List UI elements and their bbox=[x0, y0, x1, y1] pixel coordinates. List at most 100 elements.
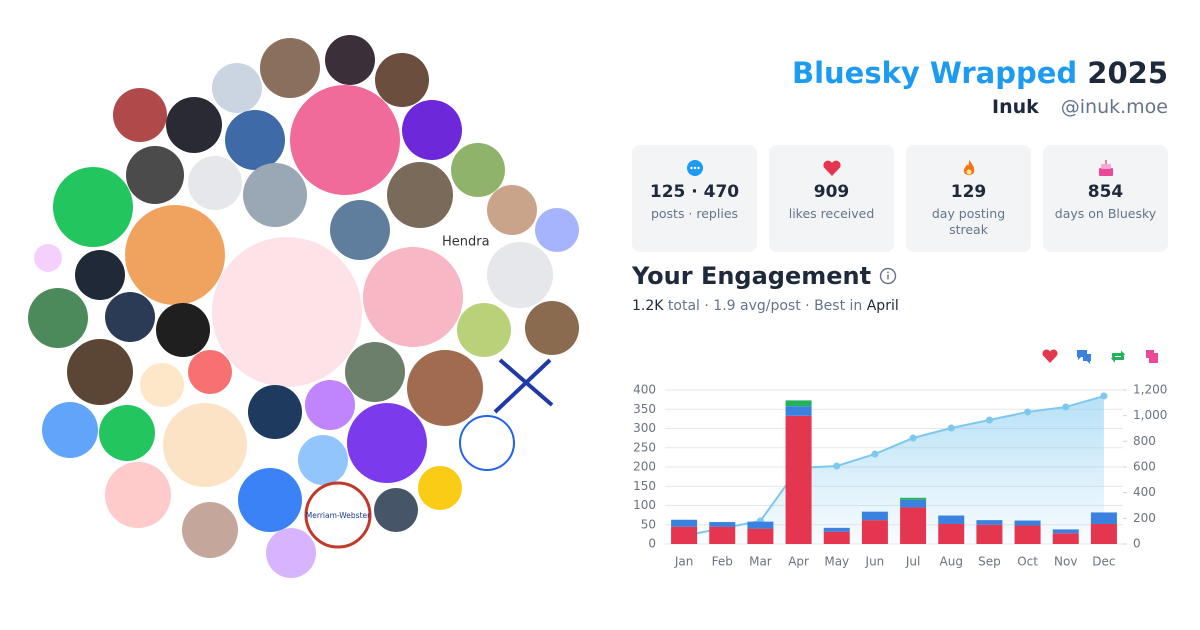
x-tick-label: Mar bbox=[749, 555, 772, 569]
avatar bbox=[188, 156, 242, 210]
avatar-label: Merriam-Webster bbox=[306, 511, 371, 520]
x-tick-label: Dec bbox=[1092, 555, 1115, 569]
bar-segment bbox=[900, 497, 927, 500]
stat-card: 125 · 470 posts · replies bbox=[632, 145, 757, 252]
y-tick-label: 100 bbox=[633, 498, 656, 512]
avatar bbox=[407, 350, 483, 426]
engagement-chart: 0 50 100 150 200 250 300 350 400 0 200 400 600 800 1,0… bbox=[633, 349, 1167, 569]
avatar bbox=[345, 342, 405, 402]
avatar bbox=[375, 53, 429, 107]
stat-value: 854 bbox=[1087, 182, 1124, 202]
legend-icon[interactable] bbox=[1042, 349, 1058, 363]
bar-segment bbox=[861, 511, 888, 521]
avatar bbox=[402, 100, 462, 160]
avatar bbox=[535, 208, 579, 252]
y2-tick-label: 400 bbox=[1133, 485, 1156, 499]
avatar bbox=[225, 110, 285, 170]
avatar bbox=[156, 303, 210, 357]
avatar bbox=[304, 481, 372, 549]
separator: · bbox=[805, 298, 810, 314]
avatar bbox=[363, 247, 463, 347]
section-title-text: Your Engagement bbox=[632, 262, 872, 290]
user: Inuk @inuk.moe bbox=[992, 96, 1168, 118]
avg-label: avg/post bbox=[740, 298, 801, 314]
best-month: April bbox=[866, 298, 899, 314]
point bbox=[909, 434, 917, 442]
avatar bbox=[298, 435, 348, 485]
y2-tick-label: 600 bbox=[1133, 460, 1156, 474]
icon bbox=[906, 159, 1031, 177]
x-tick-label: Jun bbox=[865, 555, 885, 569]
point bbox=[1024, 408, 1032, 416]
avatar bbox=[105, 292, 155, 342]
avatar bbox=[493, 358, 554, 414]
avatar bbox=[113, 88, 167, 142]
bar-segment bbox=[785, 415, 812, 544]
avatar bbox=[238, 468, 302, 532]
avatar bbox=[266, 528, 316, 578]
stat-label: days on Bluesky bbox=[1054, 206, 1157, 221]
avatar bbox=[188, 350, 232, 394]
avatar bbox=[487, 185, 537, 235]
legend-icon[interactable] bbox=[1146, 350, 1158, 363]
bar-segment bbox=[900, 499, 927, 508]
avatar bbox=[105, 462, 171, 528]
avatar bbox=[260, 38, 320, 98]
y-tick-label: 250 bbox=[633, 440, 656, 454]
avatar bbox=[125, 205, 225, 305]
y-tick-label: 350 bbox=[633, 402, 656, 416]
avatar bbox=[126, 146, 184, 204]
avatar-cloud: Hendra Merriam-Webster bbox=[28, 35, 579, 578]
y-tick-label: 300 bbox=[633, 421, 656, 435]
stat-label: posts · replies bbox=[650, 206, 739, 221]
x-tick-label: Nov bbox=[1054, 555, 1077, 569]
avatar bbox=[28, 288, 88, 348]
info-icon[interactable] bbox=[879, 267, 897, 285]
bar-segment bbox=[1014, 525, 1041, 544]
bar-segment bbox=[671, 519, 698, 527]
bar-segment bbox=[785, 406, 812, 416]
stat-value: 909 bbox=[813, 182, 850, 202]
avatar bbox=[305, 380, 355, 430]
separator: · bbox=[704, 298, 709, 314]
avatar bbox=[243, 163, 307, 227]
bar-segment bbox=[938, 515, 965, 524]
point bbox=[947, 424, 955, 432]
bar-segment bbox=[823, 531, 850, 544]
x-tick-label: Feb bbox=[712, 555, 733, 569]
point bbox=[871, 450, 879, 458]
point bbox=[1062, 403, 1070, 411]
summary: 1.2K total · 1.9 avg/post · Best in Apri… bbox=[632, 298, 899, 314]
point bbox=[985, 416, 993, 424]
x-tick-label: Jul bbox=[905, 555, 920, 569]
legend-icon[interactable] bbox=[1077, 350, 1091, 364]
bar-segment bbox=[1052, 529, 1079, 534]
avatar bbox=[374, 488, 418, 532]
stat-value: 125 · 470 bbox=[649, 182, 740, 202]
avatar bbox=[347, 403, 427, 483]
area bbox=[684, 396, 1104, 544]
bar-segment bbox=[785, 400, 812, 407]
y-tick-label: 0 bbox=[648, 537, 656, 551]
y-tick-label: 200 bbox=[633, 460, 656, 474]
icon bbox=[769, 159, 894, 177]
avg: 1.9 bbox=[713, 298, 736, 314]
avatar bbox=[212, 63, 262, 113]
handle: @inuk.moe bbox=[1060, 96, 1168, 118]
bar-segment bbox=[861, 520, 888, 544]
avatar bbox=[75, 250, 125, 300]
bar-segment bbox=[671, 526, 698, 544]
avatar bbox=[330, 200, 390, 260]
x-tick-label: Apr bbox=[788, 555, 809, 569]
legend-icon[interactable] bbox=[1111, 350, 1125, 363]
stat-value: 129 bbox=[950, 182, 987, 202]
avatar bbox=[163, 403, 247, 487]
avatar-alt: Hendra bbox=[442, 235, 490, 250]
y-tick-label: 150 bbox=[633, 479, 656, 493]
x-tick-label: Sep bbox=[978, 555, 1001, 569]
bar-segment bbox=[747, 521, 774, 529]
avatar bbox=[451, 143, 505, 197]
y2-tick-label: 1,000 bbox=[1133, 408, 1167, 422]
